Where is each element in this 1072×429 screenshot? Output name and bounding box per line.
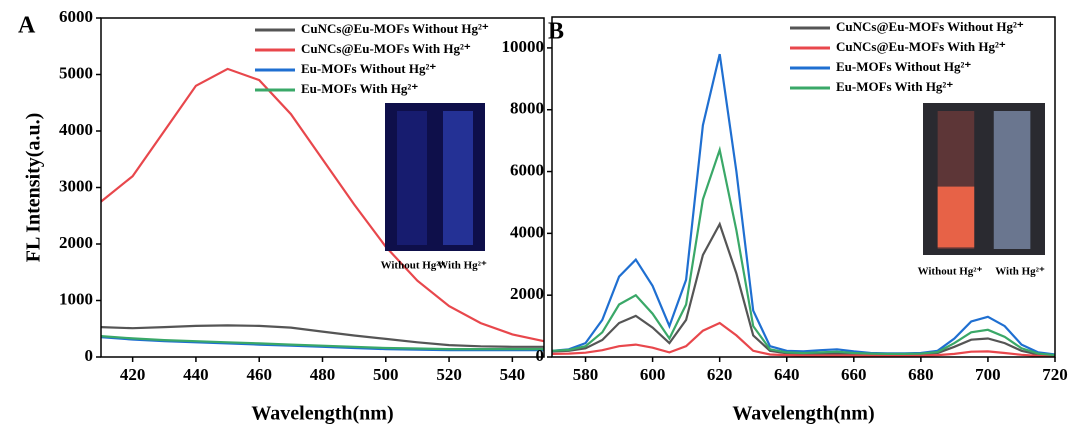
x-tick-label: 620 (707, 365, 733, 384)
plot-frame (551, 16, 1056, 358)
y-tick-label: 0 (536, 346, 545, 365)
x-tick-label: 660 (841, 365, 867, 384)
y-tick-label: 1000 (59, 289, 93, 308)
x-tick-label: 640 (774, 365, 800, 384)
x-axis-label: Wavelength(nm) (251, 403, 393, 425)
x-tick-label: 700 (975, 365, 1001, 384)
series-line (100, 335, 544, 351)
inset-label: Without Hg²⁺ (381, 260, 446, 272)
legend-label: Eu-MOFs Without Hg²⁺ (301, 61, 436, 76)
series-line (100, 67, 545, 343)
series-line (551, 321, 1056, 358)
legend-label: Eu-MOFs With Hg²⁺ (301, 81, 418, 96)
x-tick-label: 420 (120, 365, 146, 384)
x-tick-label: 540 (500, 365, 526, 384)
x-tick-label: 500 (373, 365, 399, 384)
y-axis-label: FL Intensity(a.u.) (23, 113, 45, 262)
x-tick-label: 600 (640, 365, 666, 384)
legend-label: CuNCs@Eu-MOFs Without Hg²⁺ (836, 19, 1024, 34)
cuvette-left (397, 111, 427, 245)
x-tick-label: 520 (436, 365, 462, 384)
panel-label: A (18, 13, 36, 39)
legend-label: CuNCs@Eu-MOFs With Hg²⁺ (301, 41, 471, 56)
inset-label: With Hg²⁺ (995, 266, 1045, 278)
y-tick-label: 2000 (59, 233, 93, 252)
x-tick-label: 440 (183, 365, 209, 384)
legend-label: CuNCs@Eu-MOFs With Hg²⁺ (836, 39, 1006, 54)
y-tick-label: 10000 (502, 37, 545, 56)
x-tick-label: 480 (310, 365, 336, 384)
x-tick-label: 460 (246, 365, 272, 384)
y-tick-label: 4000 (510, 222, 544, 241)
glow (937, 186, 975, 248)
y-tick-label: 6000 (510, 160, 544, 179)
panel-label: B (548, 19, 564, 45)
y-tick-label: 0 (85, 346, 94, 365)
y-tick-label: 5000 (59, 63, 93, 82)
y-tick-label: 4000 (59, 120, 93, 139)
series-line (551, 53, 1056, 356)
series-line (100, 324, 544, 348)
y-tick-label: 6000 (59, 7, 93, 26)
x-tick-label: 580 (573, 365, 599, 384)
y-tick-label: 8000 (510, 99, 544, 118)
cuvette-right (443, 111, 473, 245)
series-line (551, 145, 1056, 357)
y-tick-label: 3000 (59, 176, 93, 195)
x-tick-label: 680 (908, 365, 934, 384)
legend-label: CuNCs@Eu-MOFs Without Hg²⁺ (301, 21, 489, 36)
x-axis-label: Wavelength(nm) (732, 403, 874, 425)
y-tick-label: 2000 (510, 284, 544, 303)
inset-label: Without Hg²⁺ (918, 266, 983, 278)
cuvette-right (993, 111, 1031, 249)
legend-label: Eu-MOFs Without Hg²⁺ (836, 59, 971, 74)
inset-label: With Hg²⁺ (437, 260, 487, 272)
legend-label: Eu-MOFs With Hg²⁺ (836, 79, 953, 94)
x-tick-label: 720 (1042, 365, 1068, 384)
